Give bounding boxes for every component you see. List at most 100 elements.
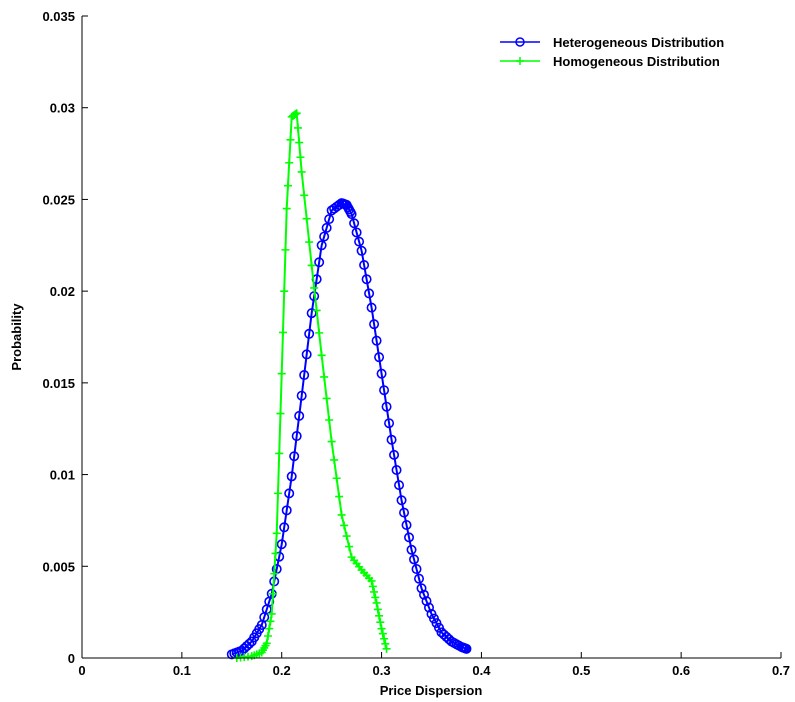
data-point-plus xyxy=(275,449,284,458)
data-point-plus xyxy=(305,238,314,247)
data-point-plus xyxy=(273,489,282,498)
data-point-circle xyxy=(321,222,332,233)
data-point-circle xyxy=(406,544,417,555)
data-point-circle xyxy=(346,209,357,220)
data-point-plus xyxy=(377,624,386,633)
data-point-circle xyxy=(374,352,385,363)
data-point-plus xyxy=(337,510,346,519)
data-point-plus xyxy=(265,624,274,633)
data-point-circle xyxy=(411,564,422,575)
data-point-circle xyxy=(371,335,382,346)
data-point-plus xyxy=(302,214,311,223)
data-point-circle xyxy=(381,401,392,412)
data-point-plus xyxy=(382,644,391,653)
data-point-circle xyxy=(349,218,360,229)
x-ticks: 0 0.1 0.2 0.3 0.4 0.5 0.6 0.7 xyxy=(78,652,790,678)
data-point-plus xyxy=(325,416,334,425)
data-point-plus xyxy=(292,109,301,118)
data-point-plus xyxy=(345,542,354,551)
legend-label-homogeneous: Homogeneous Distribution xyxy=(553,54,720,69)
data-point-circle xyxy=(424,602,435,613)
data-point-plus xyxy=(262,639,271,648)
data-point-circle xyxy=(244,638,255,649)
data-point-circle xyxy=(276,539,287,550)
y-tick-label: 0.035 xyxy=(42,9,75,24)
data-point-circle xyxy=(404,532,415,543)
data-point-plus xyxy=(285,158,294,167)
data-point-plus xyxy=(263,631,272,640)
legend-label-heterogeneous: Heterogeneous Distribution xyxy=(553,35,724,50)
legend-entry-heterogeneous: Heterogeneous Distribution xyxy=(500,35,724,50)
plot-frame xyxy=(82,16,781,658)
y-tick-label: 0.025 xyxy=(42,192,75,207)
x-tick-label: 0.1 xyxy=(173,663,191,678)
data-point-plus xyxy=(286,135,295,144)
data-point-plus xyxy=(277,369,286,378)
data-point-circle xyxy=(281,505,292,516)
data-point-circle xyxy=(389,449,400,460)
plot-area: 0 0.1 0.2 0.3 0.4 0.5 0.6 0.7 0 0.005 0.01 0.015 0.… xyxy=(42,9,790,678)
data-point-plus xyxy=(367,576,376,585)
data-point-plus xyxy=(291,110,300,119)
data-point-circle xyxy=(384,418,395,429)
data-point-plus xyxy=(373,605,382,614)
data-point-circle xyxy=(324,214,335,225)
data-point-plus xyxy=(342,532,351,541)
data-point-plus xyxy=(268,589,277,598)
y-tick-label: 0.02 xyxy=(50,284,75,299)
data-point-plus xyxy=(307,261,316,270)
data-point-circle xyxy=(461,643,472,654)
data-point-plus xyxy=(376,618,385,627)
data-point-circle xyxy=(366,302,377,313)
data-point-plus xyxy=(300,191,309,200)
data-point-circle xyxy=(414,573,425,584)
data-point-circle xyxy=(394,480,405,491)
data-point-circle xyxy=(301,349,312,360)
data-point-circle xyxy=(299,370,310,381)
data-point-plus xyxy=(310,283,319,292)
data-point-circle xyxy=(279,522,290,533)
x-tick-label: 0.3 xyxy=(373,663,391,678)
data-point-plus xyxy=(335,492,344,501)
data-point-plus xyxy=(293,123,302,132)
data-point-plus xyxy=(375,611,384,620)
data-point-circle xyxy=(364,288,375,299)
x-tick-label: 0.7 xyxy=(772,663,790,678)
data-point-circle xyxy=(421,596,432,607)
data-point-circle xyxy=(319,231,330,242)
data-point-plus xyxy=(368,582,377,591)
data-point-plus xyxy=(332,474,341,483)
data-point-plus xyxy=(267,609,276,618)
data-point-circle xyxy=(354,236,365,247)
legend: Heterogeneous Distribution Homogeneous D… xyxy=(500,35,724,69)
data-point-plus xyxy=(280,287,289,296)
y-tick-label: 0 xyxy=(68,651,75,666)
data-point-circle xyxy=(351,227,362,238)
x-tick-label: 0.2 xyxy=(273,663,291,678)
data-point-plus xyxy=(322,394,331,403)
x-tick-label: 0.5 xyxy=(572,663,590,678)
y-tick-label: 0.015 xyxy=(42,376,75,391)
x-axis-label: Price Dispersion xyxy=(380,683,483,698)
data-point-plus xyxy=(381,639,390,648)
data-point-plus xyxy=(278,328,287,337)
data-point-plus xyxy=(270,569,279,578)
data-point-plus xyxy=(297,167,306,176)
data-point-circle xyxy=(379,385,390,396)
data-point-plus xyxy=(283,181,292,190)
legend-entry-homogeneous: Homogeneous Distribution xyxy=(500,54,720,69)
data-point-plus xyxy=(330,455,339,464)
data-point-plus xyxy=(272,529,281,538)
legend-marker-heterogeneous xyxy=(515,37,525,47)
data-point-circle xyxy=(286,471,297,482)
data-point-circle xyxy=(291,431,302,442)
legend-marker-homogeneous xyxy=(516,57,524,65)
data-point-circle xyxy=(399,507,410,518)
data-point-plus xyxy=(372,598,381,607)
x-tick-label: 0.4 xyxy=(472,663,491,678)
y-tick-label: 0.005 xyxy=(42,559,75,574)
data-point-plus xyxy=(317,351,326,360)
data-point-circle xyxy=(419,589,430,600)
data-point-circle xyxy=(376,368,387,379)
